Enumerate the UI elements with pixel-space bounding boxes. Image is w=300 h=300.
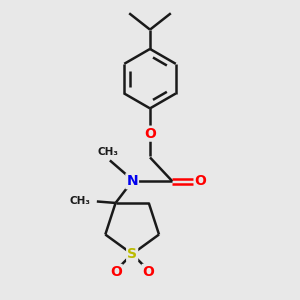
Text: O: O <box>142 265 154 279</box>
Text: O: O <box>144 127 156 141</box>
Text: N: N <box>126 174 138 188</box>
Text: O: O <box>195 174 206 188</box>
Text: CH₃: CH₃ <box>69 196 90 206</box>
Text: S: S <box>127 247 137 261</box>
Text: CH₃: CH₃ <box>98 147 119 157</box>
Text: O: O <box>110 265 122 279</box>
